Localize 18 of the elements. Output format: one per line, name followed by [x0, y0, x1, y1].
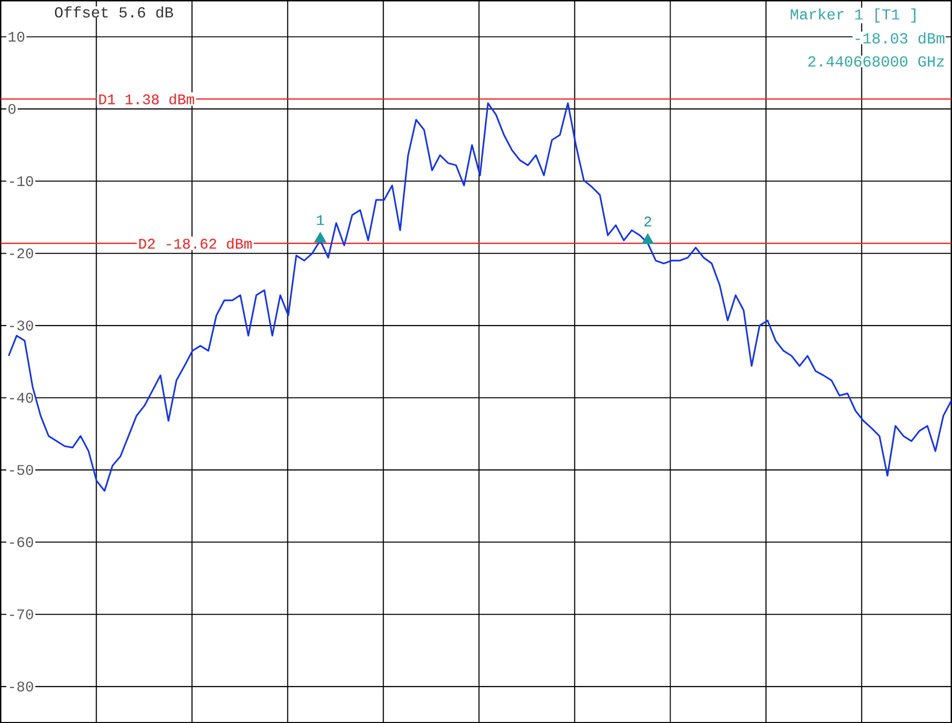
y-tick-label: -80: [10, 681, 34, 692]
y-tick-label: -10: [10, 176, 34, 186]
y-tick-label: -60: [10, 537, 34, 547]
ref-line-label: D2 -18.62 dBm: [139, 238, 252, 249]
y-tick-label: 10: [8, 32, 24, 42]
y-tick-label: -30: [10, 320, 34, 330]
annotation: Marker 1 [T1 ]: [790, 8, 916, 22]
y-tick-label: -20: [10, 248, 34, 258]
y-tick-label: -40: [10, 392, 34, 403]
y-tick-label: -70: [10, 609, 34, 620]
ref-line-label: D1 1.38 dBm: [99, 93, 194, 104]
annotation: 2.440668000 GHz: [808, 56, 944, 66]
annotation: -18.03 dBm: [856, 32, 944, 44]
y-tick-label: -50: [10, 464, 34, 475]
series-label: 2: [644, 216, 652, 226]
y-tick-label: 0: [8, 104, 16, 114]
annotation: Offset 5.6 dB: [54, 6, 174, 18]
series-label: 1: [316, 215, 324, 225]
